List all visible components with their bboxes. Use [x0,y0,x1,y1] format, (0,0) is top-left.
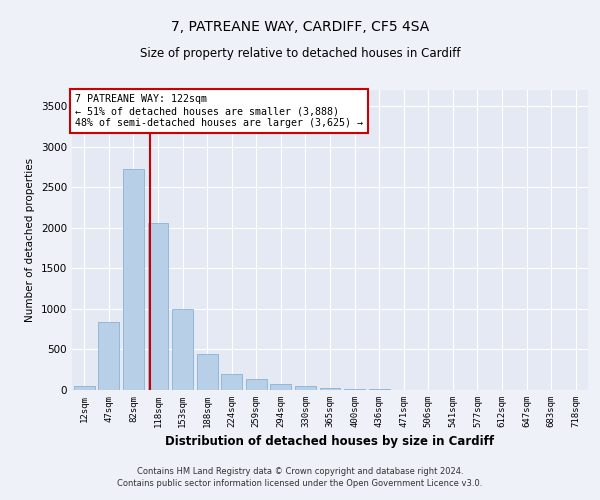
Bar [344,389,365,390]
Bar [368,389,389,390]
Text: Size of property relative to detached houses in Cardiff: Size of property relative to detached ho… [140,48,460,60]
Bar [98,322,119,390]
Text: 7, PATREANE WAY, CARDIFF, CF5 4SA: 7, PATREANE WAY, CARDIFF, CF5 4SA [171,20,429,34]
Bar [295,386,316,390]
Y-axis label: Number of detached properties: Number of detached properties [25,158,35,322]
Bar [123,170,144,390]
Bar [148,223,169,390]
Text: Contains HM Land Registry data © Crown copyright and database right 2024.
Contai: Contains HM Land Registry data © Crown c… [118,466,482,487]
X-axis label: Distribution of detached houses by size in Cardiff: Distribution of detached houses by size … [166,436,494,448]
Bar [246,380,267,390]
Bar [172,309,193,390]
Bar [197,354,218,390]
Text: 7 PATREANE WAY: 122sqm
← 51% of detached houses are smaller (3,888)
48% of semi-: 7 PATREANE WAY: 122sqm ← 51% of detached… [74,94,362,128]
Bar [74,386,95,390]
Bar [320,388,340,390]
Bar [221,374,242,390]
Bar [271,384,292,390]
